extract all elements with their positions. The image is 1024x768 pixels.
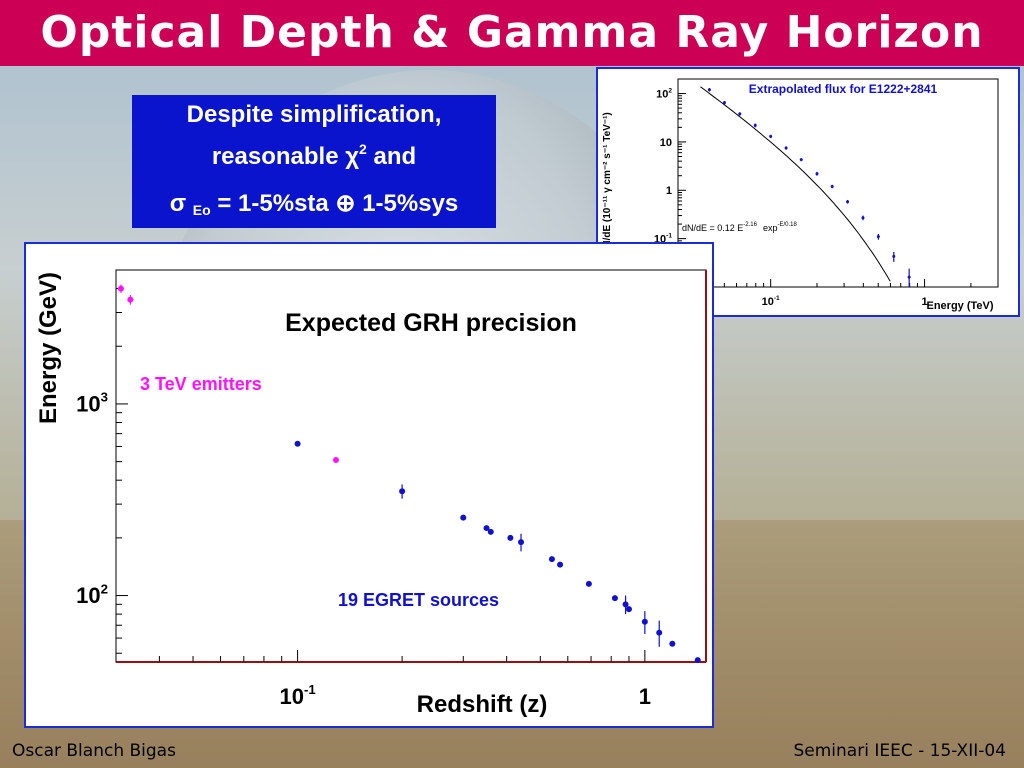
fit-exponent: -2.16 xyxy=(743,222,757,228)
precision-values: = 1-5%sta ⊕ 1-5%sys xyxy=(210,190,459,217)
y-tick-exponent: -1 xyxy=(666,233,672,240)
data-point xyxy=(332,456,339,463)
fit-cutoff: -E/0.18 xyxy=(778,222,798,228)
data-point xyxy=(625,606,632,613)
fit-formula: dN/dE = 0.12 E xyxy=(682,223,743,233)
y-tick-label: 103 xyxy=(76,390,108,417)
flux-y-axis-label: dN/dE (10⁻¹¹ γ cm⁻² s⁻¹ TeV⁻¹) xyxy=(602,112,613,254)
y-tick-exponent: 2 xyxy=(668,87,672,94)
x-tick-base: 1 xyxy=(922,296,928,308)
flux-fit-curve xyxy=(700,86,891,282)
result-note: Despite simplification, reasonable χ2 an… xyxy=(132,95,496,228)
flux-chart: Extrapolated flux for E1222+2841 dN/dE (… xyxy=(602,78,999,312)
data-point xyxy=(585,580,592,587)
data-point xyxy=(846,200,850,204)
y-tick-label: 102 xyxy=(76,581,108,608)
grh-chart-panel: Expected GRH precision 3 TeV emitters 19… xyxy=(24,242,714,728)
sigma-subscript: Eo xyxy=(192,202,211,218)
grh-x-axis-label: Redshift (z) xyxy=(417,691,548,718)
egret-sources-label: 19 EGRET sources xyxy=(338,590,499,610)
x-tick-exponent: -1 xyxy=(304,682,316,697)
title-bar: Optical Depth & Gamma Ray Horizon xyxy=(0,0,1024,66)
data-point xyxy=(815,172,819,176)
note-line2-end: and xyxy=(366,143,417,170)
data-point xyxy=(694,657,701,664)
data-point xyxy=(830,184,834,188)
data-point xyxy=(399,488,406,495)
data-point xyxy=(487,528,494,535)
y-tick-label: 1 xyxy=(666,185,672,197)
data-point xyxy=(507,534,514,541)
data-point xyxy=(799,158,803,162)
y-tick-exponent: 2 xyxy=(101,581,108,596)
sigma-symbol: σ xyxy=(169,190,187,217)
data-point xyxy=(722,101,726,105)
data-point xyxy=(669,640,676,647)
data-point xyxy=(117,285,124,292)
data-point xyxy=(892,254,896,258)
note-line-2: reasonable χ2 and xyxy=(132,141,496,171)
data-point xyxy=(548,556,555,563)
x-tick-base: 1 xyxy=(639,684,651,709)
data-point xyxy=(876,235,880,239)
x-tick-base: 10 xyxy=(762,296,774,308)
y-tick-exponent: 3 xyxy=(101,390,108,405)
x-tick-label: 1 xyxy=(922,296,928,308)
data-point xyxy=(483,525,490,532)
chi-exponent: 2 xyxy=(359,141,367,157)
slide-title: Optical Depth & Gamma Ray Horizon xyxy=(40,7,984,58)
data-point xyxy=(518,539,525,546)
grh-plot-frame xyxy=(115,269,707,663)
data-point xyxy=(557,561,564,568)
x-tick-base: 10 xyxy=(279,684,303,709)
y-tick-base: 10 xyxy=(660,137,672,149)
data-point xyxy=(611,595,618,602)
tev-emitters-label: 3 TeV emitters xyxy=(140,374,262,394)
footer-author: Oscar Blanch Bigas xyxy=(12,741,176,761)
y-tick-base: 10 xyxy=(656,88,668,100)
x-tick-label: 10-1 xyxy=(279,682,315,709)
grh-data-points xyxy=(117,284,701,664)
note-line-1: Despite simplification, xyxy=(186,101,442,128)
data-point xyxy=(460,514,467,521)
data-point xyxy=(769,134,773,138)
data-point xyxy=(861,216,865,220)
data-point xyxy=(784,146,788,150)
grh-chart-title: Expected GRH precision xyxy=(285,309,577,337)
x-tick-label: 10-1 xyxy=(762,295,780,308)
flux-data-points xyxy=(707,88,911,287)
x-tick-exponent: -1 xyxy=(774,295,780,302)
data-point xyxy=(753,123,757,127)
flux-chart-title: Extrapolated flux for E1222+2841 xyxy=(749,82,938,96)
y-tick-base: 10 xyxy=(76,392,100,417)
data-point xyxy=(127,296,134,303)
data-point xyxy=(641,618,648,625)
data-point xyxy=(738,112,742,116)
grh-y-axis-label: Energy (GeV) xyxy=(35,272,62,424)
y-tick-label: 102 xyxy=(656,87,672,100)
flux-fit-label: dN/dE = 0.12 E-2.16 exp-E/0.18 xyxy=(682,222,798,233)
data-point xyxy=(907,275,911,279)
flux-plot-frame xyxy=(677,78,999,288)
y-tick-base: 10 xyxy=(76,583,100,608)
fit-exp-word: exp xyxy=(763,223,778,233)
note-line2-text: reasonable xyxy=(211,143,346,170)
data-point xyxy=(707,88,711,92)
chi-symbol: χ xyxy=(345,143,360,170)
flux-x-axis-label: Energy (TeV) xyxy=(926,300,993,312)
footer-event: Seminari IEEC - 15-XII-04 xyxy=(793,741,1006,761)
data-point xyxy=(622,601,629,608)
y-tick-label: 10 xyxy=(660,137,672,149)
x-tick-label: 1 xyxy=(639,684,651,709)
data-point xyxy=(294,440,301,447)
y-tick-base: 1 xyxy=(666,185,672,197)
note-line-3: σ Eo = 1-5%sta ⊕ 1-5%sys xyxy=(132,189,496,218)
data-point xyxy=(656,629,663,636)
grh-chart: Expected GRH precision 3 TeV emitters 19… xyxy=(35,269,707,718)
